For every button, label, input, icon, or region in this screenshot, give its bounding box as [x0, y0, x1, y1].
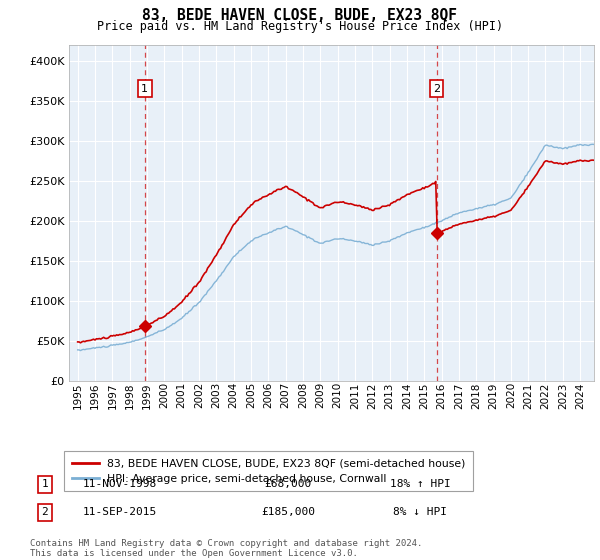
Text: 11-NOV-1998: 11-NOV-1998 — [83, 479, 157, 489]
Text: Contains HM Land Registry data © Crown copyright and database right 2024.
This d: Contains HM Land Registry data © Crown c… — [30, 539, 422, 558]
Text: 11-SEP-2015: 11-SEP-2015 — [83, 507, 157, 517]
Text: 8% ↓ HPI: 8% ↓ HPI — [393, 507, 447, 517]
Text: £68,000: £68,000 — [265, 479, 311, 489]
Text: 83, BEDE HAVEN CLOSE, BUDE, EX23 8QF: 83, BEDE HAVEN CLOSE, BUDE, EX23 8QF — [143, 8, 458, 24]
Text: 1: 1 — [141, 84, 148, 94]
Text: 1: 1 — [41, 479, 49, 489]
Text: £185,000: £185,000 — [261, 507, 315, 517]
Text: Price paid vs. HM Land Registry's House Price Index (HPI): Price paid vs. HM Land Registry's House … — [97, 20, 503, 32]
Legend: 83, BEDE HAVEN CLOSE, BUDE, EX23 8QF (semi-detached house), HPI: Average price, : 83, BEDE HAVEN CLOSE, BUDE, EX23 8QF (se… — [64, 451, 473, 491]
Text: 18% ↑ HPI: 18% ↑ HPI — [389, 479, 451, 489]
Text: 2: 2 — [433, 84, 440, 94]
Text: 2: 2 — [41, 507, 49, 517]
